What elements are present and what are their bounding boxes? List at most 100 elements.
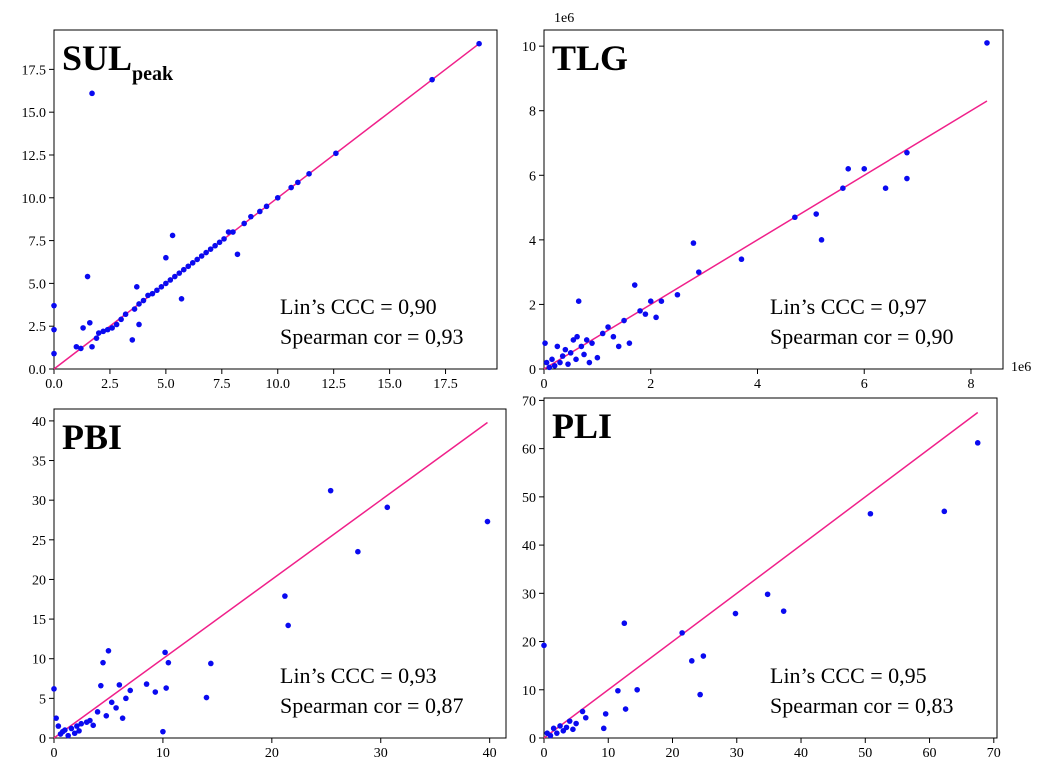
y-tick-label: 50 [522, 491, 536, 506]
data-point [94, 709, 101, 715]
data-point [541, 642, 547, 649]
data-point [974, 440, 981, 446]
x-tick-label: 30 [730, 746, 744, 761]
data-point [68, 725, 75, 732]
data-point [104, 326, 111, 333]
data-point [984, 40, 990, 46]
data-point [133, 284, 140, 290]
data-point [103, 713, 110, 719]
data-point [567, 350, 574, 356]
y-tick-label: 20 [522, 636, 536, 651]
x-tick-label: 60 [923, 746, 937, 761]
y-tick-label: 0 [529, 732, 536, 747]
x-tick-label: 0.0 [45, 377, 63, 392]
data-point [208, 660, 214, 667]
data-point [867, 510, 874, 517]
panel-title: TLG [552, 38, 628, 78]
data-point [589, 340, 595, 346]
y-tick-label: 10 [32, 653, 46, 668]
y-tick-label: 2 [529, 298, 536, 313]
panel-title: SULpeak [62, 38, 174, 85]
data-point [73, 343, 80, 350]
data-point [904, 175, 910, 182]
data-point [543, 359, 550, 366]
x-tick-label: 7.5 [213, 377, 231, 392]
data-point [355, 548, 361, 555]
x-tick-label: 50 [858, 746, 872, 761]
y-tick-label: 17.5 [22, 63, 47, 78]
x-tick-label: 4 [754, 377, 761, 392]
x-tick-label: 0 [541, 746, 548, 761]
data-point [586, 359, 593, 366]
x-tick-label: 70 [987, 746, 1001, 761]
data-point [600, 725, 607, 732]
data-point [158, 284, 165, 290]
data-point [780, 608, 787, 614]
data-point [65, 732, 71, 739]
data-point [615, 343, 622, 350]
data-point [105, 647, 112, 654]
data-point [602, 711, 609, 717]
data-point [845, 166, 852, 172]
data-point [93, 335, 100, 341]
data-point [700, 653, 707, 659]
data-point [78, 345, 84, 352]
data-point [89, 90, 95, 97]
x-tick-label: 20 [265, 746, 279, 761]
data-point [234, 251, 241, 258]
data-point [136, 301, 142, 307]
y-tick-label: 20 [32, 573, 46, 588]
data-point [86, 319, 93, 326]
data-point [221, 236, 227, 242]
x-tick-label: 40 [794, 746, 808, 761]
data-point [203, 694, 210, 701]
data-point [554, 730, 560, 736]
y-tick-label: 12.5 [22, 149, 47, 164]
x-tick-label: 17.5 [433, 377, 458, 392]
data-point [149, 290, 156, 297]
x-tick-label: 8 [967, 377, 974, 392]
data-point [647, 298, 654, 305]
data-point [583, 337, 590, 343]
data-point [100, 328, 107, 335]
data-point [610, 333, 617, 340]
data-point [127, 687, 134, 694]
data-point [566, 718, 573, 724]
data-point [562, 346, 569, 353]
data-point [143, 681, 150, 687]
data-point [653, 314, 659, 321]
x-tick-label: 0 [541, 377, 548, 392]
data-point [690, 240, 697, 246]
data-point [51, 326, 57, 333]
data-point [882, 185, 889, 191]
y-tick-label: 70 [522, 394, 536, 409]
data-point [241, 220, 247, 227]
data-point [550, 725, 557, 732]
data-point [547, 732, 554, 739]
y-tick-label: 60 [522, 443, 536, 458]
data-point [51, 350, 57, 357]
data-point [285, 622, 291, 629]
data-point [203, 249, 209, 256]
data-point [554, 343, 561, 350]
x-tick-label: 10 [601, 746, 615, 761]
data-point [621, 620, 628, 627]
data-point [599, 330, 606, 337]
data-point [582, 714, 589, 721]
data-point [570, 337, 577, 343]
x-tick-label: 30 [374, 746, 388, 761]
data-point [327, 487, 334, 494]
data-point [225, 229, 232, 235]
data-point [167, 277, 174, 283]
identity-line [543, 411, 979, 739]
y-tick-label: 8 [529, 105, 536, 120]
y-tick-label: 15 [32, 613, 46, 628]
identity-line [543, 100, 988, 370]
data-point [163, 254, 169, 261]
data-point [136, 321, 142, 328]
data-point [429, 76, 435, 83]
data-point [573, 356, 579, 363]
data-point [53, 715, 59, 721]
data-point [145, 292, 151, 299]
